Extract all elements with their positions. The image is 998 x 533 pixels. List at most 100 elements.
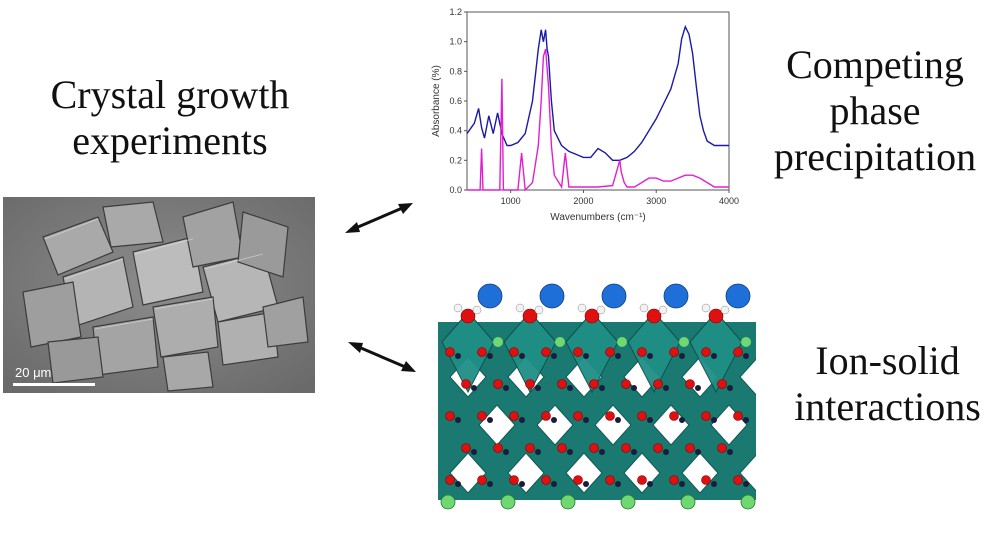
green-cation [555, 337, 565, 347]
water-oxygen [460, 308, 476, 324]
oxygen-atom [605, 475, 615, 485]
series-line-2 [467, 48, 729, 192]
carbon-atom [647, 353, 653, 359]
green-cation [679, 337, 689, 347]
hydrogen-atom [515, 303, 525, 313]
chart-series [466, 24, 729, 192]
carbon-atom [567, 449, 573, 455]
carbon-atom [583, 481, 589, 487]
carbon-atom [583, 353, 589, 359]
hydrogen-atom [639, 303, 649, 313]
lattice-gap [739, 358, 756, 396]
crystal-structure-model [438, 283, 756, 510]
carbon-atom [487, 481, 493, 487]
carbon-atom [631, 385, 637, 391]
oxygen-atom [573, 411, 583, 421]
oxygen-atom [653, 379, 663, 389]
carbon-atom [679, 417, 685, 423]
oxygen-atom [653, 443, 663, 453]
carbon-atom [583, 417, 589, 423]
atoms-layer [440, 337, 756, 510]
carbon-atom [455, 481, 461, 487]
carbon-atom [711, 481, 717, 487]
carbon-atom [519, 481, 525, 487]
oxygen-atom [493, 379, 503, 389]
hydrogen-atom [658, 305, 668, 315]
oxygen-atom [493, 443, 503, 453]
green-cation [740, 494, 756, 510]
green-cation [493, 337, 503, 347]
oxygen-atom [445, 347, 455, 357]
surface-layer [453, 283, 751, 324]
oxygen-atom [605, 347, 615, 357]
carbon-atom [471, 385, 477, 391]
blue-ion [477, 283, 503, 309]
hydrogen-atom [596, 305, 606, 315]
carbon-atom [599, 449, 605, 455]
carbon-atom [743, 481, 749, 487]
x-tick-label: 1000 [501, 196, 521, 206]
oxygen-atom [685, 443, 695, 453]
carbon-atom [663, 385, 669, 391]
oxygen-atom [461, 443, 471, 453]
oxygen-atom [525, 443, 535, 453]
oxygen-atom [733, 347, 743, 357]
lattice-gap [739, 454, 756, 492]
oxygen-atom [509, 347, 519, 357]
carbon-atom [727, 449, 733, 455]
oxygen-atom [477, 475, 487, 485]
oxygen-atom [621, 443, 631, 453]
octahedron [689, 311, 743, 394]
oxygen-atom [685, 379, 695, 389]
blue-ion [663, 283, 689, 309]
y-axis-label: Absorbance (%) [431, 65, 442, 137]
oxygen-atom [509, 411, 519, 421]
oxygen-atom [557, 379, 567, 389]
hydrogen-atom [701, 303, 711, 313]
oxygen-atom [477, 347, 487, 357]
blue-ion [725, 283, 751, 309]
carbon-atom [487, 353, 493, 359]
hydrogen-atom [534, 305, 544, 315]
carbon-atom [615, 417, 621, 423]
hydrogen-atom [472, 305, 482, 315]
green-cation [620, 494, 636, 510]
carbon-atom [455, 417, 461, 423]
octahedron [565, 311, 619, 394]
oxygen-atom [669, 475, 679, 485]
carbon-atom [551, 353, 557, 359]
oxygen-atom [509, 475, 519, 485]
water-oxygen [584, 308, 600, 324]
x-tick-label: 3000 [646, 196, 666, 206]
oxygen-atom [637, 347, 647, 357]
oxygen-atom [573, 347, 583, 357]
oxygen-atom [701, 475, 711, 485]
oxygen-atom [605, 411, 615, 421]
carbon-atom [695, 449, 701, 455]
lattice-gap [594, 404, 632, 446]
caption-line: Competing [786, 42, 964, 87]
carbon-atom [519, 417, 525, 423]
oxygen-atom [669, 411, 679, 421]
carbon-atom [551, 417, 557, 423]
caption-competing-phase: Competing phase precipitation [755, 42, 995, 180]
carbon-atom [727, 385, 733, 391]
y-tick-label: 0.8 [449, 66, 462, 76]
oxygen-atom [541, 475, 551, 485]
carbon-atom [711, 353, 717, 359]
sem-micrograph: 20 μm [3, 197, 315, 393]
carbon-atom [647, 481, 653, 487]
carbon-atom [711, 417, 717, 423]
green-cation [741, 337, 751, 347]
y-tick-label: 0.0 [449, 185, 462, 195]
caption-line: precipitation [773, 134, 977, 179]
carbon-atom [535, 385, 541, 391]
carbon-atom [567, 385, 573, 391]
water-oxygen [646, 308, 662, 324]
octahedron [503, 311, 557, 394]
octahedron [441, 311, 495, 394]
caption-ion-solid: Ion-solid interactions [780, 338, 995, 430]
x-axis-label: Wavenumbers (cm⁻¹) [550, 212, 645, 223]
x-tick-label: 2000 [573, 196, 593, 206]
double-arrow-bottom [348, 342, 416, 372]
